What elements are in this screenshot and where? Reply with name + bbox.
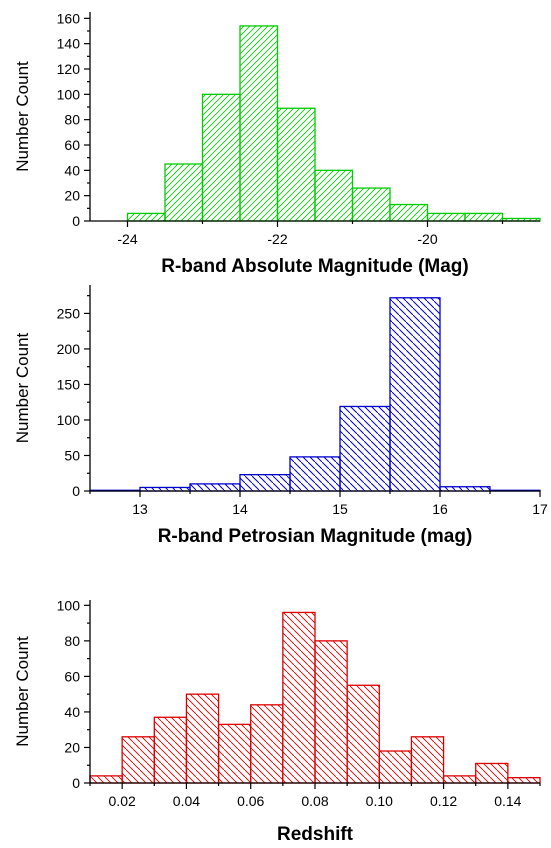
redshift-y-tick-label: 20 — [64, 739, 80, 755]
redshift-bar-4 — [217, 723, 252, 784]
absolute-magnitude-y-tick-label: 0 — [72, 213, 80, 229]
petrosian-magnitude-y-tick-label: 0 — [72, 483, 80, 499]
redshift-x-tick-label: 0.04 — [173, 793, 200, 809]
absolute-magnitude-bar-0 — [126, 212, 166, 222]
petrosian-magnitude-bar-5 — [339, 405, 391, 492]
redshift-bar-3 — [185, 693, 220, 784]
absolute-magnitude-y-axis-title: Number Count — [13, 61, 32, 172]
panel-absolute-magnitude: 0 20 40 60 80 100 120 140 160 -24 -22 -20 R-band Abs… — [13, 10, 541, 277]
absolute-magnitude-y-tick-label: 20 — [64, 188, 80, 204]
petrosian-magnitude-bar-2 — [189, 483, 241, 492]
absolute-magnitude-bar-5 — [314, 169, 354, 222]
petrosian-magnitude-bar-6 — [389, 297, 441, 492]
petrosian-magnitude-x-tick-label: 13 — [132, 501, 148, 517]
petrosian-magnitude-y-tick-label: 50 — [64, 447, 80, 463]
petrosian-magnitude-y-tick-label: 150 — [57, 376, 81, 392]
panel-redshift: 0 20 40 60 80 100 0.02 0.04 0.06 0.08 0.10 0.12 0.14… — [13, 597, 541, 845]
redshift-bar-5 — [250, 704, 284, 784]
redshift-x-tick-label: 0.06 — [237, 793, 264, 809]
absolute-magnitude-x-axis-title: R-band Absolute Magnitude (Mag) — [161, 256, 469, 277]
petrosian-magnitude-y-tick-label: 200 — [57, 341, 81, 357]
petrosian-magnitude-x-tick-label: 14 — [232, 501, 248, 517]
redshift-bar-7 — [314, 640, 348, 784]
redshift-bar-10 — [410, 736, 445, 784]
redshift-y-tick-label: 0 — [72, 775, 80, 791]
absolute-magnitude-bar-2 — [201, 93, 241, 222]
absolute-magnitude-y-tick-label: 120 — [57, 61, 81, 77]
absolute-magnitude-x-tick-label: -20 — [417, 231, 437, 247]
redshift-bar-11 — [442, 775, 477, 784]
absolute-magnitude-bar-9 — [464, 212, 504, 222]
redshift-bar-9 — [378, 750, 413, 784]
redshift-bar-0 — [89, 775, 123, 784]
petrosian-magnitude-y-axis-title: Number Count — [13, 332, 32, 443]
redshift-bar-8 — [346, 684, 380, 784]
petrosian-magnitude-y-tick-label: 100 — [57, 412, 81, 428]
petrosian-magnitude-x-tick-label: 17 — [532, 501, 548, 517]
redshift-x-tick-label: 0.14 — [494, 793, 521, 809]
absolute-magnitude-bar-7 — [389, 203, 429, 222]
petrosian-magnitude-bar-4 — [289, 456, 341, 492]
petrosian-magnitude-x-tick-label: 15 — [332, 501, 348, 517]
absolute-magnitude-y-tick-label: 160 — [57, 10, 81, 26]
redshift-x-tick-label: 0.08 — [301, 793, 328, 809]
redshift-x-tick-label: 0.12 — [430, 793, 457, 809]
absolute-magnitude-y-tick-label: 100 — [57, 86, 81, 102]
redshift-bar-1 — [121, 736, 155, 784]
petrosian-magnitude-bar-3 — [239, 474, 291, 492]
absolute-magnitude-bar-8 — [426, 212, 466, 222]
absolute-magnitude-y-tick-label: 40 — [64, 162, 80, 178]
absolute-magnitude-y-tick-label: 60 — [64, 137, 80, 153]
absolute-magnitude-bar-3 — [239, 25, 279, 222]
redshift-y-tick-label: 40 — [64, 704, 80, 720]
absolute-magnitude-bar-6 — [351, 187, 391, 222]
absolute-magnitude-x-tick-label: -22 — [267, 231, 287, 247]
petrosian-magnitude-x-axis-title: R-band Petrosian Magnitude (mag) — [158, 526, 473, 547]
redshift-y-axis-title: Number Count — [13, 636, 32, 747]
redshift-bar-12 — [475, 762, 509, 784]
redshift-bar-2 — [153, 716, 188, 784]
redshift-bar-13 — [507, 777, 541, 784]
petrosian-magnitude-y-tick-label: 250 — [57, 305, 81, 321]
absolute-magnitude-bar-4 — [276, 107, 316, 222]
redshift-x-tick-label: 0.02 — [109, 793, 136, 809]
absolute-magnitude-y-tick-label: 140 — [57, 36, 81, 52]
redshift-y-tick-label: 100 — [57, 597, 81, 613]
redshift-y-tick-label: 60 — [64, 668, 80, 684]
absolute-magnitude-bar-1 — [164, 163, 204, 222]
redshift-y-tick-label: 80 — [64, 633, 80, 649]
panel-petrosian-magnitude: 0 50 100 150 200 250 13 14 15 16 17 R-band Petrosia… — [13, 285, 548, 547]
redshift-bar-6 — [282, 611, 316, 784]
petrosian-magnitude-x-tick-label: 16 — [432, 501, 448, 517]
redshift-x-tick-label: 0.10 — [366, 793, 393, 809]
absolute-magnitude-y-tick-label: 80 — [64, 112, 80, 128]
redshift-x-axis-title: Redshift — [277, 824, 354, 845]
absolute-magnitude-x-tick-label: -24 — [117, 231, 137, 247]
